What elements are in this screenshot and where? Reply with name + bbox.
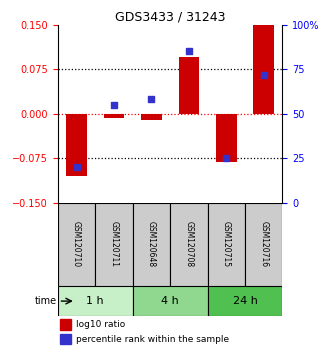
Bar xyxy=(60,334,71,344)
Bar xyxy=(66,114,87,176)
Point xyxy=(149,97,154,102)
Text: log10 ratio: log10 ratio xyxy=(76,320,125,330)
Text: time: time xyxy=(35,296,57,306)
Bar xyxy=(141,114,162,120)
Bar xyxy=(245,202,282,286)
Text: GSM120711: GSM120711 xyxy=(109,221,118,267)
Point xyxy=(224,155,229,161)
Text: 1 h: 1 h xyxy=(86,296,104,306)
Bar xyxy=(95,202,133,286)
Bar xyxy=(58,202,95,286)
Point xyxy=(111,102,117,108)
Text: GSM120648: GSM120648 xyxy=(147,221,156,267)
Text: 24 h: 24 h xyxy=(233,296,257,306)
Text: GSM120710: GSM120710 xyxy=(72,221,81,267)
Bar xyxy=(208,202,245,286)
Title: GDS3433 / 31243: GDS3433 / 31243 xyxy=(115,11,225,24)
Point xyxy=(261,72,266,78)
Bar xyxy=(170,202,208,286)
Bar xyxy=(58,286,133,316)
Text: 4 h: 4 h xyxy=(161,296,179,306)
Bar xyxy=(178,57,199,114)
Bar xyxy=(216,114,237,162)
Point xyxy=(74,164,79,170)
Text: percentile rank within the sample: percentile rank within the sample xyxy=(76,335,229,344)
Text: GSM120715: GSM120715 xyxy=(222,221,231,267)
Bar xyxy=(254,25,274,114)
Text: GSM120708: GSM120708 xyxy=(184,221,193,267)
Bar xyxy=(208,286,282,316)
Point xyxy=(186,48,191,54)
Text: GSM120716: GSM120716 xyxy=(259,221,268,267)
Bar xyxy=(133,286,208,316)
Bar xyxy=(133,202,170,286)
Bar xyxy=(104,114,124,118)
Bar xyxy=(60,319,71,330)
